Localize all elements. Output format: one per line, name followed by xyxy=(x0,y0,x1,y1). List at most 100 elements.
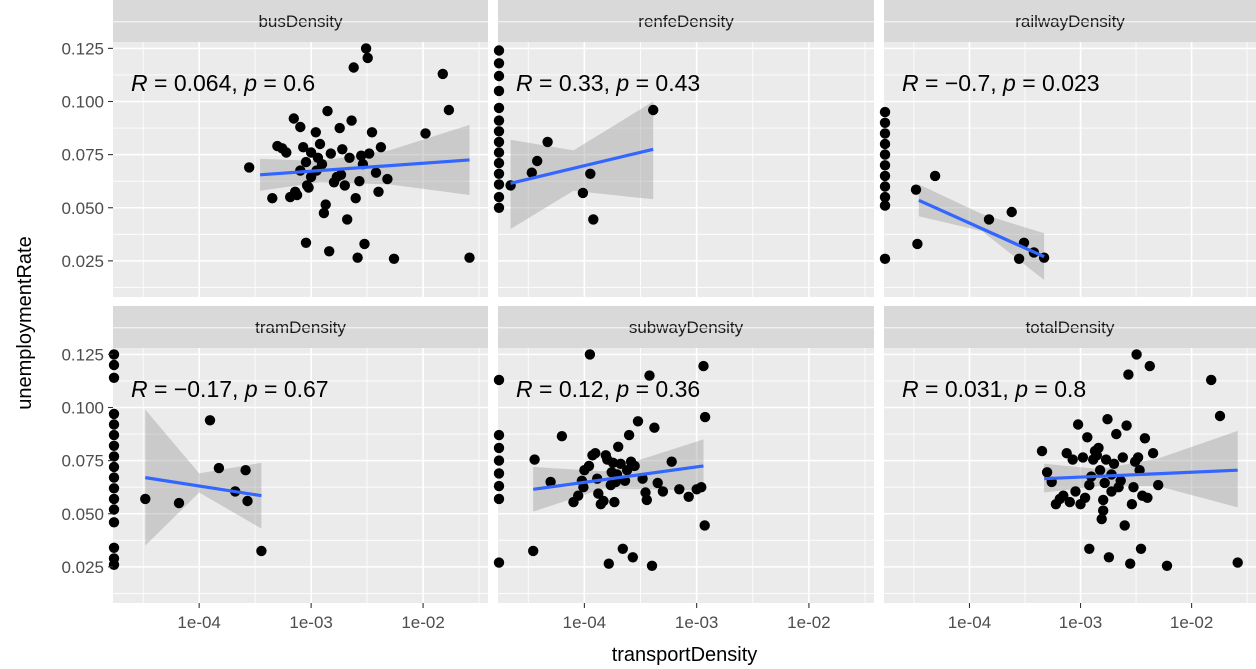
data-point xyxy=(1067,454,1078,465)
data-point xyxy=(879,253,891,264)
data-point xyxy=(1070,486,1081,497)
data-point xyxy=(584,349,596,360)
regression-line xyxy=(510,147,654,185)
data-point xyxy=(1117,452,1129,463)
data-point xyxy=(291,189,303,201)
x-tick-label: 1e-03 xyxy=(675,613,718,632)
data-point xyxy=(493,442,505,454)
data-point xyxy=(588,214,599,225)
data-point xyxy=(298,142,309,153)
data-point xyxy=(1100,454,1112,465)
strip-totalDensity xyxy=(884,306,1256,348)
data-point xyxy=(242,495,253,507)
data-point xyxy=(493,179,505,190)
data-point xyxy=(493,493,505,505)
data-point xyxy=(493,455,505,466)
data-point xyxy=(1111,428,1122,440)
data-point xyxy=(108,483,120,494)
data-point xyxy=(382,173,393,185)
data-point xyxy=(324,246,335,257)
data-point xyxy=(1082,432,1093,443)
data-point xyxy=(108,359,120,371)
data-point xyxy=(623,429,635,441)
data-point xyxy=(108,542,120,553)
data-point xyxy=(1214,410,1226,422)
data-point xyxy=(493,85,505,97)
data-point xyxy=(352,252,363,263)
data-point xyxy=(666,456,677,467)
data-point xyxy=(606,467,617,478)
y-tick-label: 0.025 xyxy=(61,558,104,577)
data-point xyxy=(615,458,626,469)
data-point xyxy=(1161,560,1173,571)
data-point xyxy=(1232,557,1243,568)
strip-busDensity xyxy=(113,0,488,42)
data-point xyxy=(1064,496,1076,508)
data-point xyxy=(528,545,539,557)
panel-background xyxy=(113,348,488,603)
data-point xyxy=(364,148,375,159)
data-point xyxy=(1098,494,1109,506)
data-point xyxy=(1094,465,1106,476)
data-point xyxy=(420,128,431,139)
data-point xyxy=(929,170,941,182)
regression-line xyxy=(918,198,1045,259)
data-point xyxy=(318,207,330,219)
data-point xyxy=(617,543,628,554)
data-point xyxy=(696,482,707,493)
data-point xyxy=(1072,419,1084,430)
data-point xyxy=(598,495,609,507)
data-point xyxy=(339,180,350,191)
data-point xyxy=(314,138,326,150)
data-point xyxy=(910,184,922,195)
data-point xyxy=(375,142,387,153)
data-point xyxy=(603,558,614,569)
correlation-annotation: R = 0.33, p = 0.43 xyxy=(516,70,700,96)
panel-background xyxy=(884,348,1256,603)
data-point xyxy=(493,45,505,56)
data-point xyxy=(370,167,382,178)
data-point xyxy=(437,68,448,80)
data-point xyxy=(879,191,891,203)
y-tick-label: 0.125 xyxy=(61,39,104,58)
data-point xyxy=(879,117,891,128)
data-point xyxy=(879,181,891,192)
data-point xyxy=(310,127,321,138)
data-point xyxy=(1099,477,1110,489)
x-tick-label: 1e-04 xyxy=(948,613,991,632)
data-point xyxy=(108,504,120,515)
data-point xyxy=(1084,479,1095,491)
y-tick-label: 0.050 xyxy=(61,199,104,218)
confidence-band xyxy=(145,409,262,546)
data-point xyxy=(1132,452,1144,463)
data-point xyxy=(281,147,292,158)
data-point xyxy=(373,186,384,197)
data-point xyxy=(334,122,345,134)
x-tick-label: 1e-04 xyxy=(177,613,220,632)
data-point xyxy=(1041,467,1053,478)
data-point xyxy=(1126,499,1138,510)
regression-line xyxy=(532,464,704,491)
data-point xyxy=(108,408,120,420)
data-point xyxy=(698,360,709,372)
data-point xyxy=(641,494,652,506)
data-point xyxy=(244,162,255,173)
panel-background xyxy=(884,42,1256,297)
data-point xyxy=(1036,445,1048,457)
data-point xyxy=(1206,374,1217,386)
data-point xyxy=(912,238,923,250)
data-point xyxy=(267,193,278,204)
data-point xyxy=(108,461,120,473)
data-point xyxy=(350,193,361,204)
correlation-annotation: R = −0.7, p = 0.023 xyxy=(902,70,1100,96)
y-tick-label: 0.075 xyxy=(61,452,104,471)
data-point xyxy=(583,460,595,472)
data-point xyxy=(1131,349,1142,360)
data-point xyxy=(320,199,331,210)
data-point xyxy=(1084,543,1095,554)
data-point xyxy=(1006,206,1017,218)
y-tick-label: 0.100 xyxy=(61,399,104,418)
data-point xyxy=(607,457,619,468)
